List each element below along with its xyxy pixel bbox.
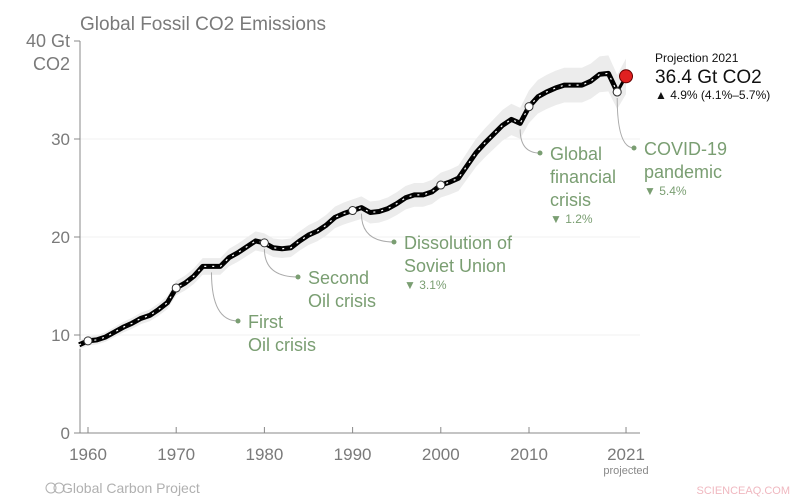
x-tick-label: 2010 bbox=[510, 445, 548, 464]
x-tick-label: 1960 bbox=[69, 445, 107, 464]
watermark: SCIENCEAQ.COM bbox=[696, 485, 790, 497]
annotation-leader bbox=[360, 213, 395, 243]
annotation-dot bbox=[537, 150, 543, 156]
x-tick-label: 1970 bbox=[157, 445, 195, 464]
uncertainty-band bbox=[79, 55, 627, 350]
x-tick-label: 1980 bbox=[245, 445, 283, 464]
decade-marker bbox=[524, 102, 534, 112]
decade-marker bbox=[436, 180, 446, 190]
annotation-change: ▼ 3.1% bbox=[404, 278, 447, 292]
annotation-text: Second bbox=[308, 268, 369, 288]
x-tick-label: 2021 bbox=[607, 445, 645, 464]
annotation-dot bbox=[235, 318, 241, 324]
annotation-text: Dissolution of bbox=[404, 233, 513, 253]
annotation-change: ▼ 5.4% bbox=[644, 184, 687, 198]
annotation-text: Oil crisis bbox=[248, 335, 316, 355]
annotation-text: COVID-19 bbox=[644, 139, 727, 159]
annotation: First Oil crisis bbox=[210, 272, 316, 355]
annotation-text: financial bbox=[550, 167, 616, 187]
annotation-leader bbox=[210, 272, 239, 322]
decade-marker bbox=[259, 238, 269, 248]
annotation: Second Oil crisis bbox=[263, 248, 376, 311]
decade-marker bbox=[171, 283, 181, 293]
annotation-text: Soviet Union bbox=[404, 256, 506, 276]
decade-marker bbox=[348, 206, 358, 216]
projection-value: 36.4 Gt CO2 bbox=[655, 67, 762, 88]
annotation-leader bbox=[519, 129, 541, 154]
annotation-dot bbox=[391, 239, 397, 245]
y-tick-label: 0 bbox=[61, 424, 70, 443]
annotation-text: Oil crisis bbox=[308, 291, 376, 311]
annotation: COVID-19 pandemic ▼ 5.4% bbox=[616, 97, 727, 198]
projection-change: ▲ 4.9% (4.1%–5.7%) bbox=[655, 88, 770, 102]
marker-2020 bbox=[612, 87, 622, 97]
decade-marker bbox=[83, 336, 93, 346]
y-tick-label: 10 bbox=[51, 326, 70, 345]
y-tick-label: 30 bbox=[51, 130, 70, 149]
projection-point bbox=[619, 69, 634, 84]
annotation-leader bbox=[263, 248, 299, 278]
annotation-dot bbox=[295, 274, 301, 280]
annotation-text: First bbox=[248, 312, 283, 332]
chart-title: Global Fossil CO2 Emissions bbox=[80, 14, 326, 35]
y-tick-label: 20 bbox=[51, 228, 70, 247]
x-tick-sublabel: projected bbox=[603, 465, 648, 477]
credit-text: Global Carbon Project bbox=[62, 480, 200, 496]
annotation-text: crisis bbox=[550, 190, 591, 210]
annotation: Dissolution of Soviet Union ▼ 3.1% bbox=[360, 213, 513, 292]
y-axis-label-line2: CO2 bbox=[33, 54, 70, 74]
annotation: Global financial crisis ▼ 1.2% bbox=[519, 129, 616, 226]
annotation-leader bbox=[616, 97, 635, 149]
annotation-change: ▼ 1.2% bbox=[550, 212, 593, 226]
x-tick-label: 2000 bbox=[422, 445, 460, 464]
x-tick-label: 1990 bbox=[334, 445, 372, 464]
cc-license-icon bbox=[45, 482, 65, 494]
annotation-text: pandemic bbox=[644, 162, 722, 182]
annotation-dot bbox=[631, 145, 637, 151]
y-axis-label-line1: 40 Gt bbox=[26, 31, 70, 51]
projection-label: Projection 2021 bbox=[655, 51, 739, 65]
annotation-text: Global bbox=[550, 144, 602, 164]
